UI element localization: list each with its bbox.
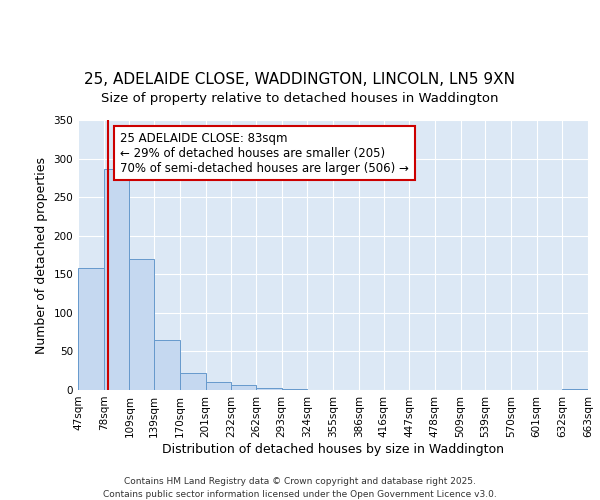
Bar <box>104 168 130 390</box>
Bar <box>281 389 307 390</box>
Text: 25 ADELAIDE CLOSE: 83sqm
← 29% of detached houses are smaller (205)
70% of semi-: 25 ADELAIDE CLOSE: 83sqm ← 29% of detach… <box>120 132 409 174</box>
Text: Contains public sector information licensed under the Open Government Licence v3: Contains public sector information licen… <box>103 490 497 499</box>
Bar <box>180 373 205 390</box>
X-axis label: Distribution of detached houses by size in Waddington: Distribution of detached houses by size … <box>162 442 504 456</box>
Bar <box>154 340 180 390</box>
Text: 25, ADELAIDE CLOSE, WADDINGTON, LINCOLN, LN5 9XN: 25, ADELAIDE CLOSE, WADDINGTON, LINCOLN,… <box>85 72 515 88</box>
Bar <box>231 384 256 390</box>
Y-axis label: Number of detached properties: Number of detached properties <box>35 156 48 354</box>
Bar <box>205 382 231 390</box>
Text: Contains HM Land Registry data © Crown copyright and database right 2025.: Contains HM Land Registry data © Crown c… <box>124 478 476 486</box>
Text: Size of property relative to detached houses in Waddington: Size of property relative to detached ho… <box>101 92 499 105</box>
Bar <box>130 259 154 390</box>
Bar <box>256 388 281 390</box>
Bar <box>562 389 588 390</box>
Bar <box>78 268 104 390</box>
